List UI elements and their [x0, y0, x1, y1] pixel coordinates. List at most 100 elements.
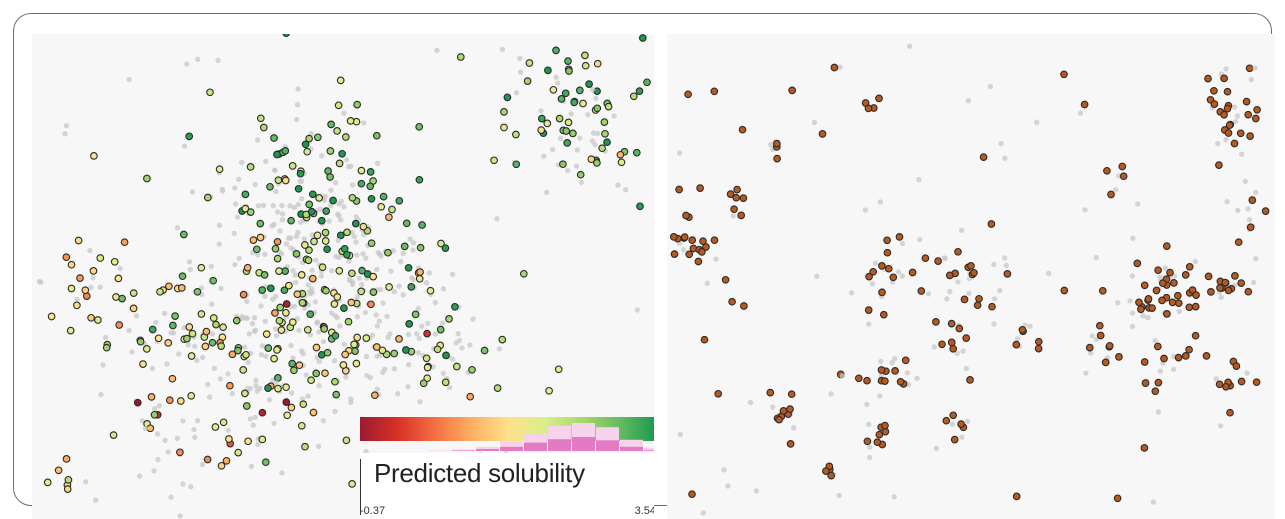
highlighted-point[interactable] [975, 294, 983, 303]
unselected-point[interactable] [862, 207, 869, 213]
unselected-point[interactable] [92, 497, 99, 503]
unselected-point[interactable] [250, 422, 256, 428]
highlighted-point[interactable] [730, 205, 738, 214]
unselected-point[interactable] [1077, 110, 1084, 117]
unselected-point[interactable] [415, 350, 421, 356]
highlighted-point[interactable] [1148, 304, 1156, 312]
unselected-point[interactable] [1215, 140, 1221, 147]
highlighted-point[interactable] [1115, 353, 1123, 361]
unselected-point[interactable] [309, 232, 315, 238]
unselected-point[interactable] [513, 90, 520, 96]
solubility-point[interactable] [112, 293, 120, 301]
highlighted-point[interactable] [1174, 353, 1183, 362]
unselected-point[interactable] [1242, 178, 1248, 185]
unselected-point[interactable] [380, 369, 386, 376]
unselected-point[interactable] [217, 376, 223, 382]
solubility-point[interactable] [282, 308, 290, 317]
unselected-point[interactable] [405, 331, 412, 338]
solubility-point[interactable] [395, 335, 403, 343]
unselected-point[interactable] [291, 204, 297, 211]
solubility-point[interactable] [468, 365, 476, 374]
unselected-point[interactable] [959, 227, 965, 233]
unselected-point[interactable] [1250, 279, 1257, 286]
unselected-point[interactable] [363, 448, 369, 455]
unselected-point[interactable] [279, 211, 286, 217]
solubility-point[interactable] [565, 67, 573, 75]
unselected-point[interactable] [1231, 104, 1238, 110]
unselected-point[interactable] [553, 74, 559, 80]
solubility-point[interactable] [260, 271, 269, 279]
unselected-point[interactable] [1176, 308, 1182, 315]
solubility-point[interactable] [366, 168, 375, 176]
unselected-point[interactable] [279, 470, 285, 476]
highlighted-point[interactable] [1236, 129, 1245, 138]
solubility-point[interactable] [456, 53, 465, 61]
unselected-point[interactable] [301, 236, 307, 242]
unselected-point[interactable] [1027, 323, 1033, 329]
unselected-point[interactable] [232, 261, 238, 268]
solubility-point[interactable] [342, 436, 351, 445]
solubility-point[interactable] [259, 123, 268, 132]
highlighted-point[interactable] [1246, 223, 1255, 232]
solubility-point[interactable] [62, 253, 71, 262]
solubility-point[interactable] [256, 233, 265, 242]
highlighted-point[interactable] [696, 184, 704, 192]
solubility-point[interactable] [338, 149, 346, 158]
unselected-point[interactable] [432, 299, 438, 306]
unselected-point[interactable] [573, 163, 580, 169]
solubility-point[interactable] [407, 283, 416, 291]
solubility-point[interactable] [62, 455, 71, 463]
highlighted-point[interactable] [669, 233, 678, 241]
solubility-point[interactable] [264, 344, 273, 352]
solubility-point[interactable] [367, 194, 376, 203]
solubility-point[interactable] [271, 309, 279, 317]
highlighted-point[interactable] [728, 297, 736, 306]
solubility-point[interactable] [241, 190, 250, 199]
unselected-point[interactable] [395, 390, 401, 397]
unselected-point[interactable] [188, 484, 194, 490]
unselected-point[interactable] [263, 353, 269, 359]
unselected-point[interactable] [244, 315, 250, 321]
highlighted-point[interactable] [966, 376, 974, 384]
unselected-point[interactable] [274, 209, 281, 215]
unselected-point[interactable] [273, 380, 279, 386]
solubility-point[interactable] [222, 456, 231, 465]
unselected-point[interactable] [867, 454, 873, 461]
unselected-point[interactable] [1234, 113, 1241, 119]
solubility-point[interactable] [177, 284, 186, 292]
unselected-point[interactable] [361, 120, 367, 126]
solubility-point[interactable] [593, 159, 601, 167]
unselected-point[interactable] [262, 293, 268, 299]
unselected-point[interactable] [867, 444, 873, 450]
unselected-point[interactable] [1129, 323, 1136, 330]
unselected-point[interactable] [634, 307, 640, 313]
solubility-point[interactable] [264, 384, 272, 392]
highlighted-point[interactable] [1223, 104, 1232, 113]
unselected-point[interactable] [335, 237, 341, 244]
unselected-point[interactable] [557, 135, 564, 141]
unselected-point[interactable] [906, 43, 913, 49]
unselected-point[interactable] [236, 176, 242, 182]
unselected-point[interactable] [555, 80, 561, 86]
unselected-point[interactable] [949, 421, 956, 427]
unselected-point[interactable] [467, 342, 473, 348]
unselected-point[interactable] [344, 157, 350, 163]
unselected-point[interactable] [195, 56, 201, 62]
highlighted-point[interactable] [1253, 105, 1261, 114]
unselected-point[interactable] [156, 403, 162, 409]
highlighted-point[interactable] [1153, 342, 1162, 351]
solubility-point[interactable] [423, 329, 431, 338]
solubility-point[interactable] [301, 241, 309, 249]
highlighted-point[interactable] [1158, 279, 1167, 288]
solubility-point[interactable] [47, 312, 56, 321]
solubility-point[interactable] [385, 213, 393, 222]
unselected-point[interactable] [253, 383, 259, 389]
solubility-point[interactable] [147, 393, 156, 401]
solubility-point[interactable] [285, 281, 293, 290]
unselected-point[interactable] [151, 468, 157, 474]
unselected-point[interactable] [1244, 370, 1250, 376]
highlighted-point[interactable] [1018, 325, 1027, 334]
unselected-point[interactable] [266, 397, 273, 403]
highlighted-point[interactable] [1261, 207, 1270, 215]
unselected-point[interactable] [219, 186, 226, 192]
